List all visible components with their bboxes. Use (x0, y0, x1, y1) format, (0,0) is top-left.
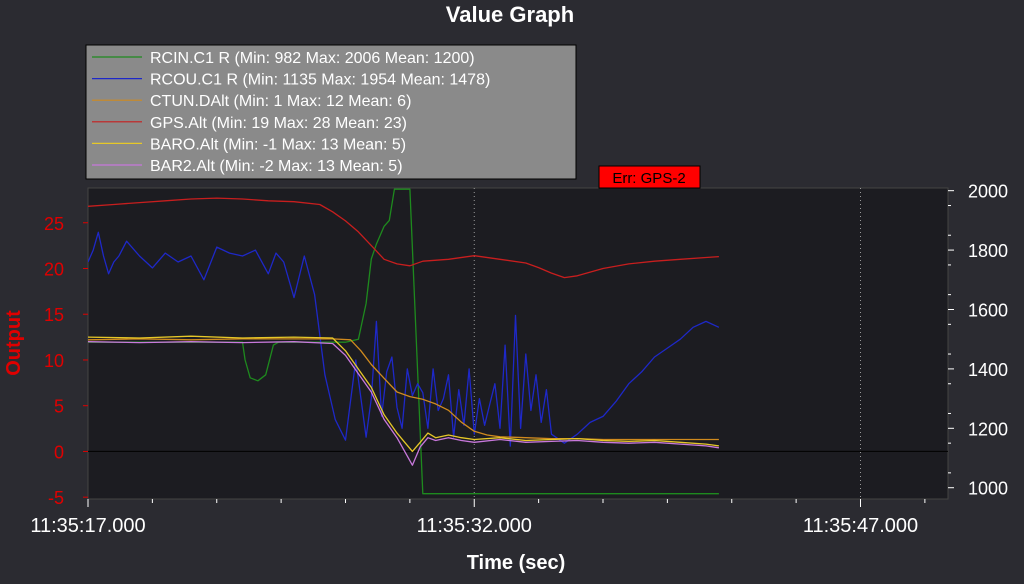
legend-label-5: BAR2.Alt (Min: -2 Max: 13 Mean: 5) (150, 158, 403, 175)
error-annotation: Err: GPS-2 (598, 165, 701, 189)
x-axis-label: Time (sec) (467, 552, 566, 574)
series-line-3 (88, 197, 719, 279)
error-badge (598, 165, 701, 189)
x-tick-label-0: 11:35:17.000 (30, 515, 145, 537)
series-lines (88, 188, 720, 495)
legend-box (85, 44, 577, 180)
y-right-tick-label-4: 1800 (968, 241, 1008, 261)
legend-label-1: RCOU.C1 R (Min: 1135 Max: 1954 Mean: 147… (150, 72, 490, 89)
x-tick-label-1: 11:35:32.000 (417, 515, 532, 537)
series-line-0 (88, 188, 719, 495)
legend: RCIN.C1 R (Min: 982 Max: 2006 Mean: 1200… (85, 44, 577, 180)
legend-label-3: GPS.Alt (Min: 19 Max: 28 Mean: 23) (150, 115, 407, 132)
y-right-tick-label-1: 1200 (968, 419, 1008, 439)
y-left-tick-label-1: 0 (54, 442, 64, 462)
legend-label-0: RCIN.C1 R (Min: 982 Max: 2006 Mean: 1200… (150, 50, 475, 67)
y-left-tick-label-4: 15 (44, 305, 64, 325)
chart-title: Value Graph (446, 2, 574, 27)
error-badge-text: Err: GPS-2 (612, 170, 685, 187)
y-axis-label: Output (3, 310, 25, 376)
y-left-tick-label-2: 5 (54, 397, 64, 417)
legend-label-4: BARO.Alt (Min: -1 Max: 13 Mean: 5) (150, 136, 406, 153)
y-left-tick-label-3: 10 (44, 351, 64, 371)
y-left-tick-label-0: -5 (48, 488, 64, 508)
axis-ticks: 11:35:17.000 11:35:32.000 11:35:47.000 -5 0 5… (30, 182, 1008, 537)
series-line-5 (88, 341, 719, 466)
legend-label-2: CTUN.DAlt (Min: 1 Max: 12 Mean: 6) (150, 93, 411, 110)
y-left-tick-label-6: 25 (44, 214, 64, 234)
y-left-tick-label-5: 20 (44, 259, 64, 279)
plot-area (87, 187, 949, 500)
series-line-1 (88, 231, 720, 447)
y-right-tick-label-3: 1600 (968, 300, 1008, 320)
series-line-4 (88, 335, 719, 453)
x-tick-label-2: 11:35:47.000 (803, 515, 918, 537)
y-right-tick-label-2: 1400 (968, 360, 1008, 380)
series-line-2 (88, 338, 719, 441)
y-right-tick-label-0: 1000 (968, 479, 1008, 499)
y-right-tick-label-5: 2000 (968, 182, 1008, 202)
